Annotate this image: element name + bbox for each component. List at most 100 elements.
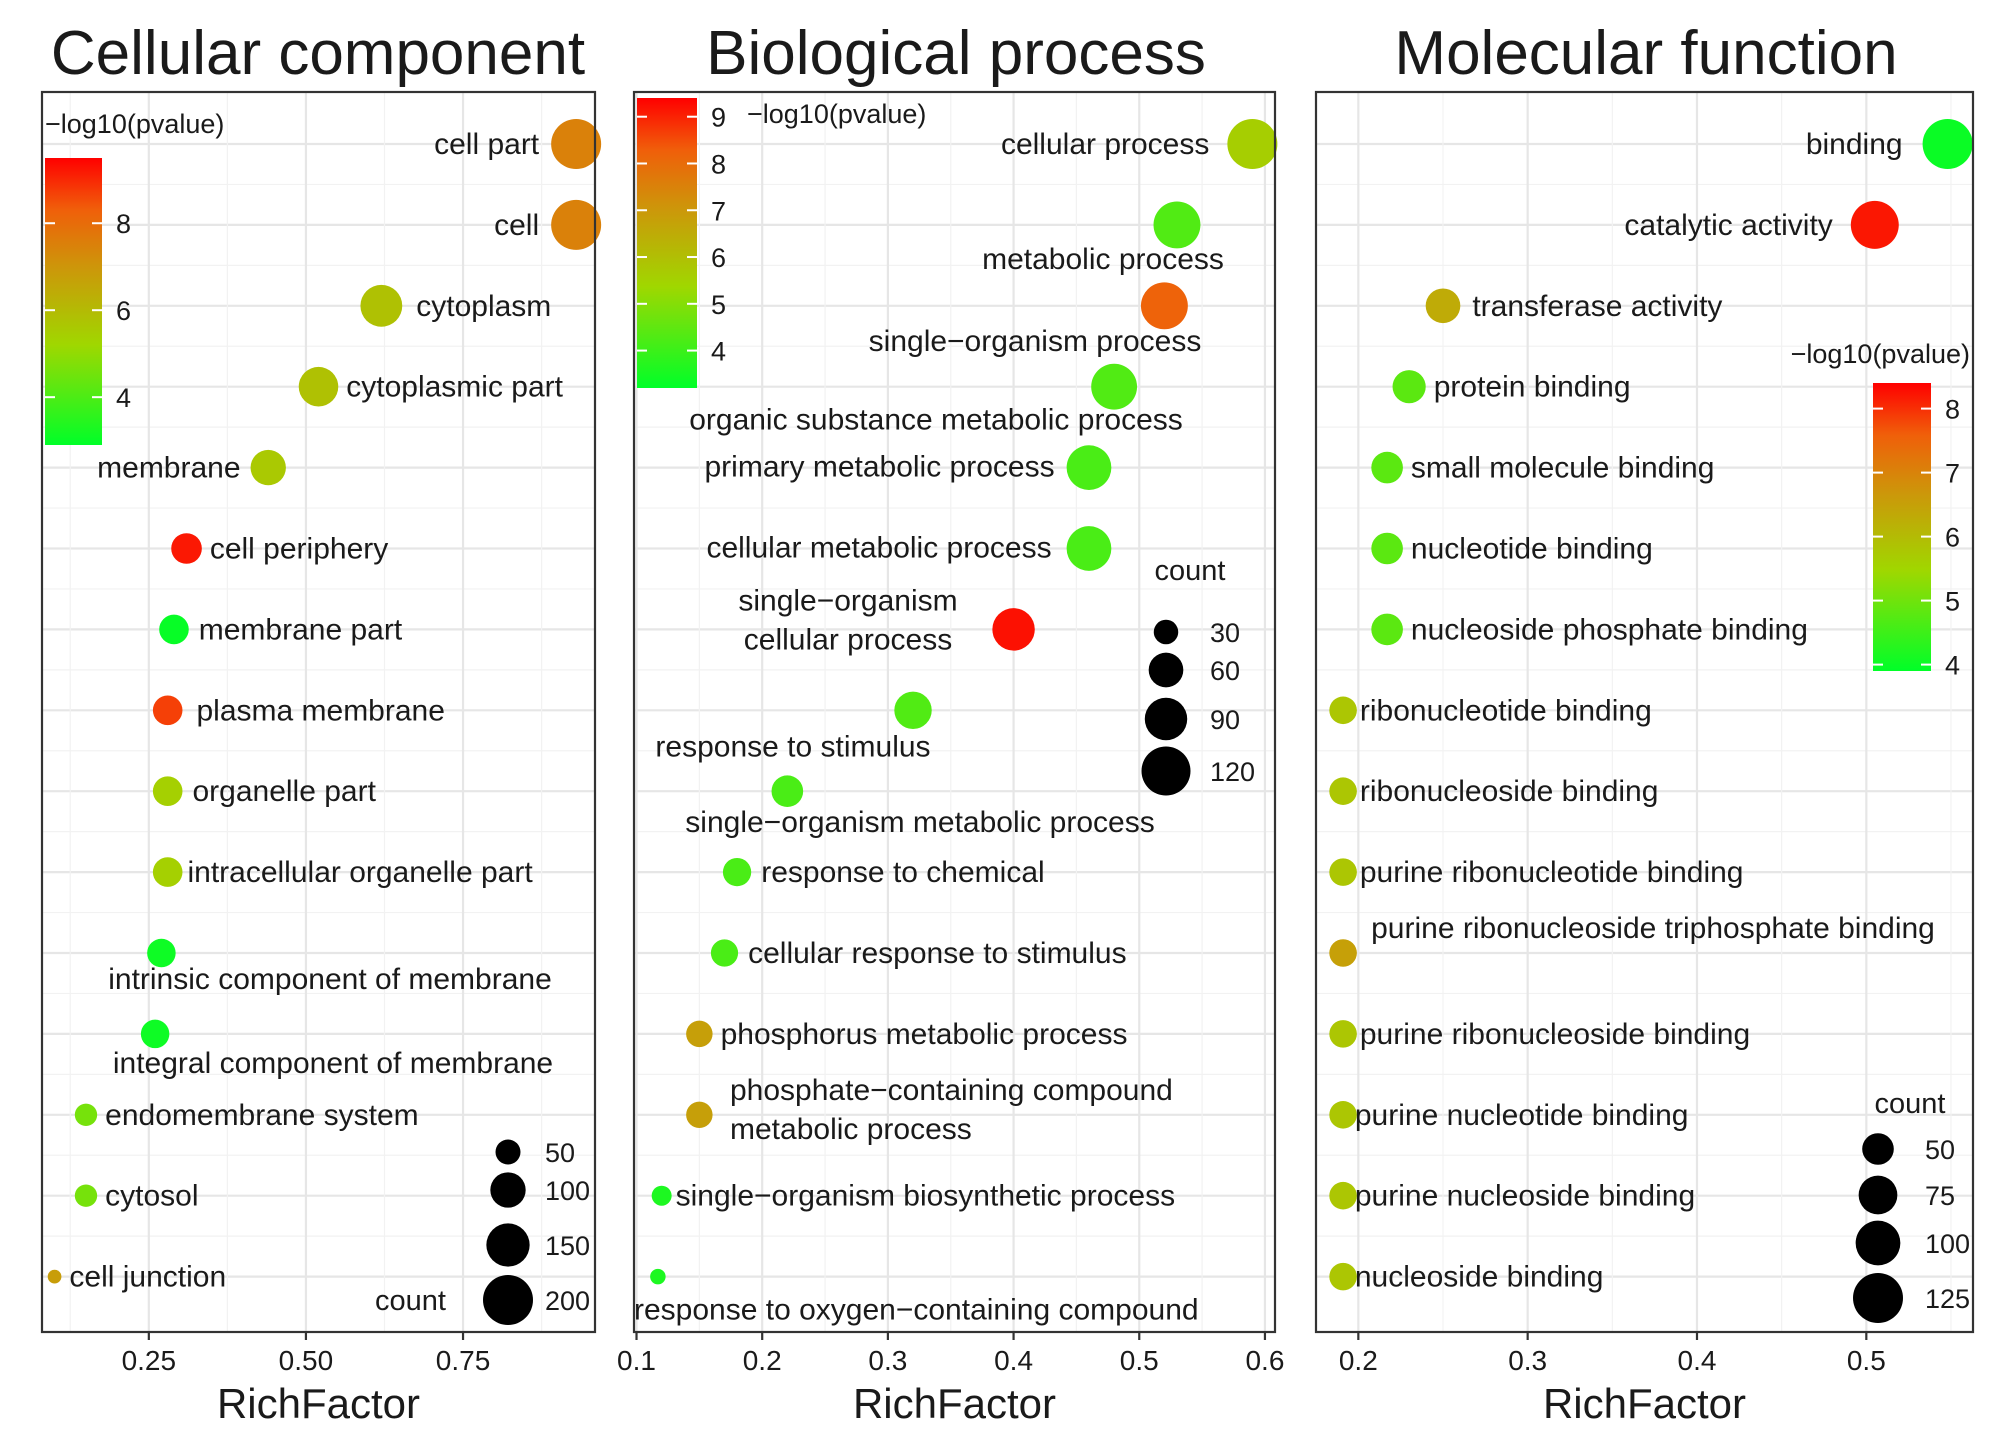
point-label: cellular process [1001, 128, 1209, 161]
point-label: nucleoside phosphate binding [1411, 613, 1808, 646]
data-point [992, 608, 1035, 651]
data-point [650, 1268, 666, 1285]
data-point [1371, 613, 1403, 646]
color-legend-title: −log10(pvalue) [45, 109, 224, 139]
point-label: nucleotide binding [1411, 533, 1653, 566]
size-legend-dot [495, 1139, 521, 1165]
data-point [152, 695, 183, 726]
point-label: response to stimulus [655, 730, 930, 763]
x-tick-label: 0.3 [1508, 1345, 1547, 1376]
color-tick-label: 6 [116, 296, 131, 326]
point-label: membrane [97, 452, 240, 485]
panel-border [40, 90, 597, 1334]
data-point [710, 939, 739, 967]
color-legend: −log10(pvalue) 4 6 8 [45, 109, 224, 445]
x-tick-label: 0.6 [1245, 1345, 1284, 1376]
point-label: response to chemical [761, 856, 1044, 889]
color-tick-label: 6 [711, 243, 726, 273]
size-legend-dot [1853, 1273, 1903, 1323]
data-point [1371, 451, 1403, 484]
data-point [1329, 777, 1357, 805]
x-tick-label: 0.50 [279, 1345, 334, 1376]
size-legend-label: 30 [1210, 618, 1240, 648]
data-point [1371, 532, 1403, 565]
data-point [1329, 1101, 1357, 1129]
x-tick-label: 0.4 [1678, 1345, 1717, 1376]
point-label: single−organism metabolic process [685, 806, 1154, 839]
data-point [1850, 200, 1899, 249]
x-tick-label: 0.2 [743, 1345, 782, 1376]
data-point [74, 1184, 98, 1207]
color-tick-label: 8 [1945, 395, 1960, 425]
data-point [360, 284, 403, 327]
data-points: binding catalytic activity transferase act… [1329, 119, 1973, 1294]
data-point [47, 1269, 62, 1284]
color-tick-label: 4 [1945, 651, 1960, 681]
point-label: catalytic activity [1624, 209, 1832, 242]
data-point [1140, 282, 1188, 330]
size-legend-label: 50 [1925, 1135, 1955, 1165]
size-legend: count 50 100 150 200 [375, 1138, 590, 1325]
data-point [1066, 526, 1112, 571]
size-legend-label: 200 [545, 1286, 590, 1316]
data-point [551, 199, 602, 250]
data-point [159, 614, 189, 645]
data-point [1329, 696, 1357, 725]
point-label: single−organism cellular process [738, 584, 957, 656]
data-point [686, 1020, 713, 1048]
color-tick-label: 7 [711, 196, 726, 226]
point-label: response to oxygen−containing compound [634, 1294, 1199, 1327]
size-legend-dot [486, 1223, 530, 1267]
point-label: small molecule binding [1411, 452, 1715, 485]
point-label: ribonucleotide binding [1360, 694, 1652, 727]
x-tick-label: 0.1 [617, 1345, 656, 1376]
data-point [1329, 858, 1357, 886]
point-label: cellular metabolic process [706, 532, 1051, 565]
x-axis: 0.1 0.2 0.3 0.4 0.5 0.6 RichFactor [617, 1332, 1284, 1427]
data-point [147, 938, 176, 968]
color-legend: −log10(pvalue) 4 5 6 7 8 [1791, 339, 1970, 681]
x-axis-title: RichFactor [853, 1380, 1056, 1427]
point-label: single−organism biosynthetic process [676, 1180, 1175, 1213]
point-label: primary metabolic process [704, 451, 1054, 484]
x-tick-label: 0.4 [994, 1345, 1033, 1376]
panel-border [1314, 90, 1975, 1334]
x-tick-label: 0.2 [1339, 1345, 1378, 1376]
data-points: cellular process metabolic process single−… [634, 119, 1278, 1327]
point-label: cytosol [105, 1180, 198, 1213]
color-legend-title: −log10(pvalue) [747, 99, 926, 129]
panel-cellular-component: Cellular component −log10(pvalue) 4 6 8 count… [40, 19, 602, 1427]
color-tick-label: 5 [1945, 587, 1960, 617]
point-label: cell junction [69, 1261, 226, 1294]
color-tick-label: 8 [711, 149, 726, 179]
data-point [722, 857, 752, 887]
point-label: purine ribonucleoside binding [1360, 1018, 1750, 1051]
data-point [1922, 119, 1973, 169]
color-bar [1873, 383, 1931, 671]
data-points: cell part cell cytoplasm cytoplasmic part me… [47, 119, 602, 1294]
color-bar [637, 98, 697, 388]
point-label: cell periphery [210, 533, 388, 566]
color-tick-label: 6 [1945, 523, 1960, 553]
size-legend: count 50 75 100 125 [1853, 1088, 1970, 1323]
size-legend-label: 100 [545, 1176, 590, 1206]
size-legend-title: count [1875, 1088, 1946, 1120]
x-axis-title: RichFactor [217, 1380, 420, 1427]
panel-title: Biological process [706, 19, 1206, 88]
data-point [1425, 288, 1461, 324]
data-point [140, 1019, 170, 1049]
color-tick-label: 4 [116, 383, 131, 413]
data-point [1066, 445, 1112, 490]
data-point [250, 449, 286, 486]
size-legend: count 30 60 90 120 [1141, 555, 1255, 796]
color-legend-title: −log10(pvalue) [1791, 339, 1970, 369]
color-bar [45, 158, 102, 445]
point-label: plasma membrane [196, 694, 444, 727]
point-label: phosphate−containing compound metabolic p… [730, 1074, 1173, 1146]
point-label: intrinsic component of membrane [108, 963, 552, 996]
color-tick-label: 7 [1945, 459, 1960, 489]
point-label: nucleoside binding [1355, 1261, 1604, 1294]
point-label: integral component of membrane [113, 1047, 553, 1080]
